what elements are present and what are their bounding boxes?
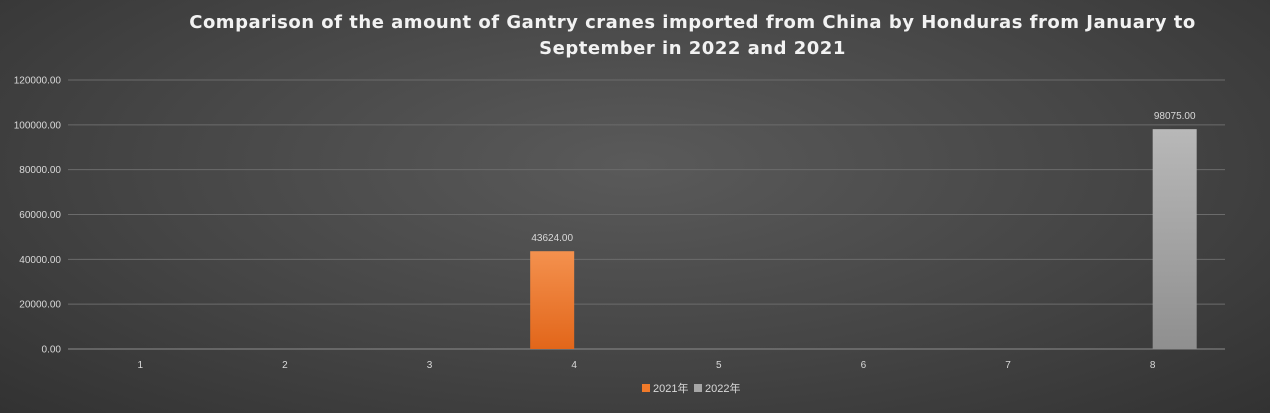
y-axis: 0.00 20000.00 40000.00 60000.00 80000.00 1000… xyxy=(14,76,62,356)
y-tick-label: 60000.00 xyxy=(19,210,61,221)
bars xyxy=(530,129,1197,349)
x-tick-label: 1 xyxy=(138,360,144,371)
data-labels: 43624.00 98075.00 xyxy=(531,111,1196,244)
data-label: 98075.00 xyxy=(1154,111,1196,122)
x-tick-label: 7 xyxy=(1005,360,1011,371)
x-tick-label: 3 xyxy=(427,360,433,371)
legend-swatch xyxy=(642,384,650,392)
data-label: 43624.00 xyxy=(531,233,573,244)
y-tick-label: 80000.00 xyxy=(19,165,61,176)
x-tick-label: 2 xyxy=(282,360,288,371)
x-tick-label: 6 xyxy=(861,360,867,371)
x-tick-label: 4 xyxy=(571,360,577,371)
legend: 2021年 2022年 xyxy=(642,381,740,395)
y-tick-label: 40000.00 xyxy=(19,255,61,266)
legend-swatch xyxy=(694,384,702,392)
y-tick-label: 100000.00 xyxy=(14,120,62,131)
y-tick-label: 0.00 xyxy=(42,345,62,356)
y-tick-label: 20000.00 xyxy=(19,300,61,311)
x-tick-label: 5 xyxy=(716,360,722,371)
x-axis: 1 2 3 4 5 6 7 8 xyxy=(138,360,1156,371)
chart-title: Comparison of the amount of Gantry crane… xyxy=(189,12,1196,59)
gridlines xyxy=(68,79,1225,350)
legend-label: 2021年 xyxy=(653,381,688,395)
x-tick-label: 8 xyxy=(1150,360,1156,371)
y-tick-label: 120000.00 xyxy=(14,76,62,87)
legend-label: 2022年 xyxy=(705,381,740,395)
bar-2022年 xyxy=(1152,129,1197,349)
bar-2021年 xyxy=(530,251,575,349)
